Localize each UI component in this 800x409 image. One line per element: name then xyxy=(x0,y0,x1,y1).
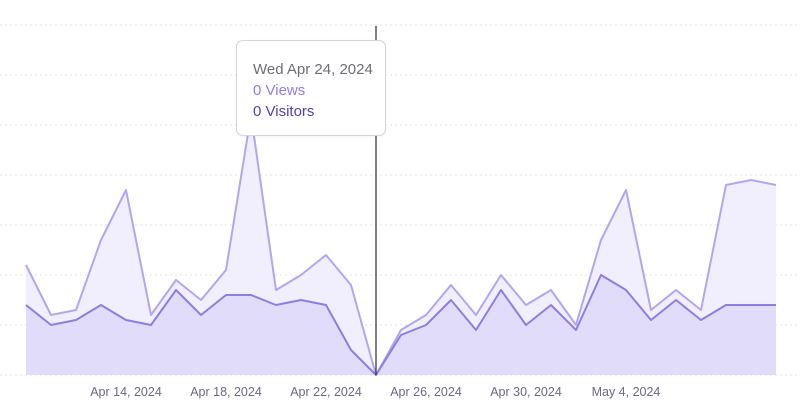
x-tick-label: Apr 30, 2024 xyxy=(490,385,562,399)
x-tick-label: Apr 26, 2024 xyxy=(390,385,462,399)
x-tick-label: Apr 22, 2024 xyxy=(290,385,362,399)
visitors-line xyxy=(25,274,776,376)
views-line xyxy=(25,114,777,376)
visitors-area xyxy=(26,275,776,375)
x-tick-label: May 4, 2024 xyxy=(592,385,661,399)
tooltip-visitors: 0 Visitors xyxy=(253,103,315,120)
x-axis-ticks: Apr 14, 2024 Apr 18, 2024 Apr 22, 2024 Apr … xyxy=(90,385,660,399)
tooltip-views: 0 Views xyxy=(253,82,306,99)
x-tick-label: Apr 14, 2024 xyxy=(90,385,162,399)
x-tick-label: Apr 18, 2024 xyxy=(190,385,262,399)
hover-tooltip: Wed Apr 24, 2024 0 Views 0 Visitors xyxy=(236,40,386,136)
series-areas xyxy=(25,114,777,376)
tooltip-date: Wed Apr 24, 2024 xyxy=(253,61,373,78)
